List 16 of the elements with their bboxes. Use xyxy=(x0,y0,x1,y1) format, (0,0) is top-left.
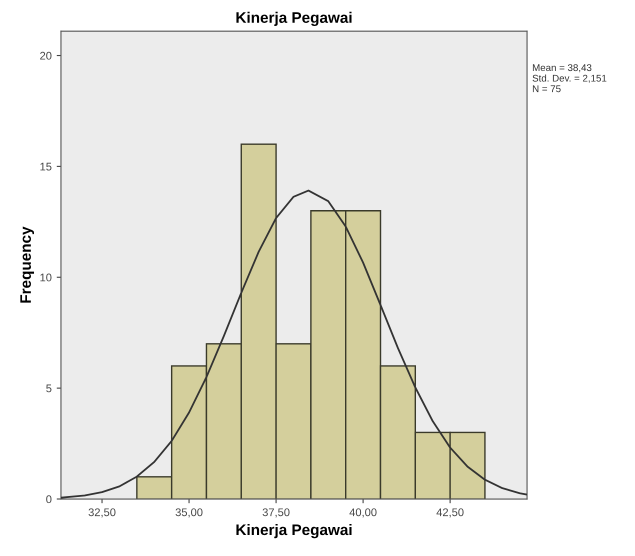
text: Mean = 38,43 xyxy=(532,64,592,72)
text: N = 75 xyxy=(532,85,561,92)
x-axis-title: Kinerja Pegawai xyxy=(236,524,352,538)
x-tick-label: 37,50 xyxy=(262,508,290,518)
text: Std. Dev. = 2,151 xyxy=(532,74,606,83)
y-tick-label: 5 xyxy=(46,384,52,392)
x-tick-label: 42,50 xyxy=(436,508,464,518)
chart-title: Kinerja Pegawai xyxy=(236,12,352,26)
y-tick-label: 20 xyxy=(40,52,52,60)
y-axis-title: Frequency xyxy=(20,226,34,303)
y-tick-label: 15 xyxy=(40,162,52,171)
y-tick-label: 10 xyxy=(40,274,52,282)
x-tick-label: 32,50 xyxy=(88,508,116,518)
y-tick-label: 0 xyxy=(46,495,52,504)
x-tick-label: 35,00 xyxy=(176,508,203,518)
x-tick-label: 40,00 xyxy=(349,508,377,518)
